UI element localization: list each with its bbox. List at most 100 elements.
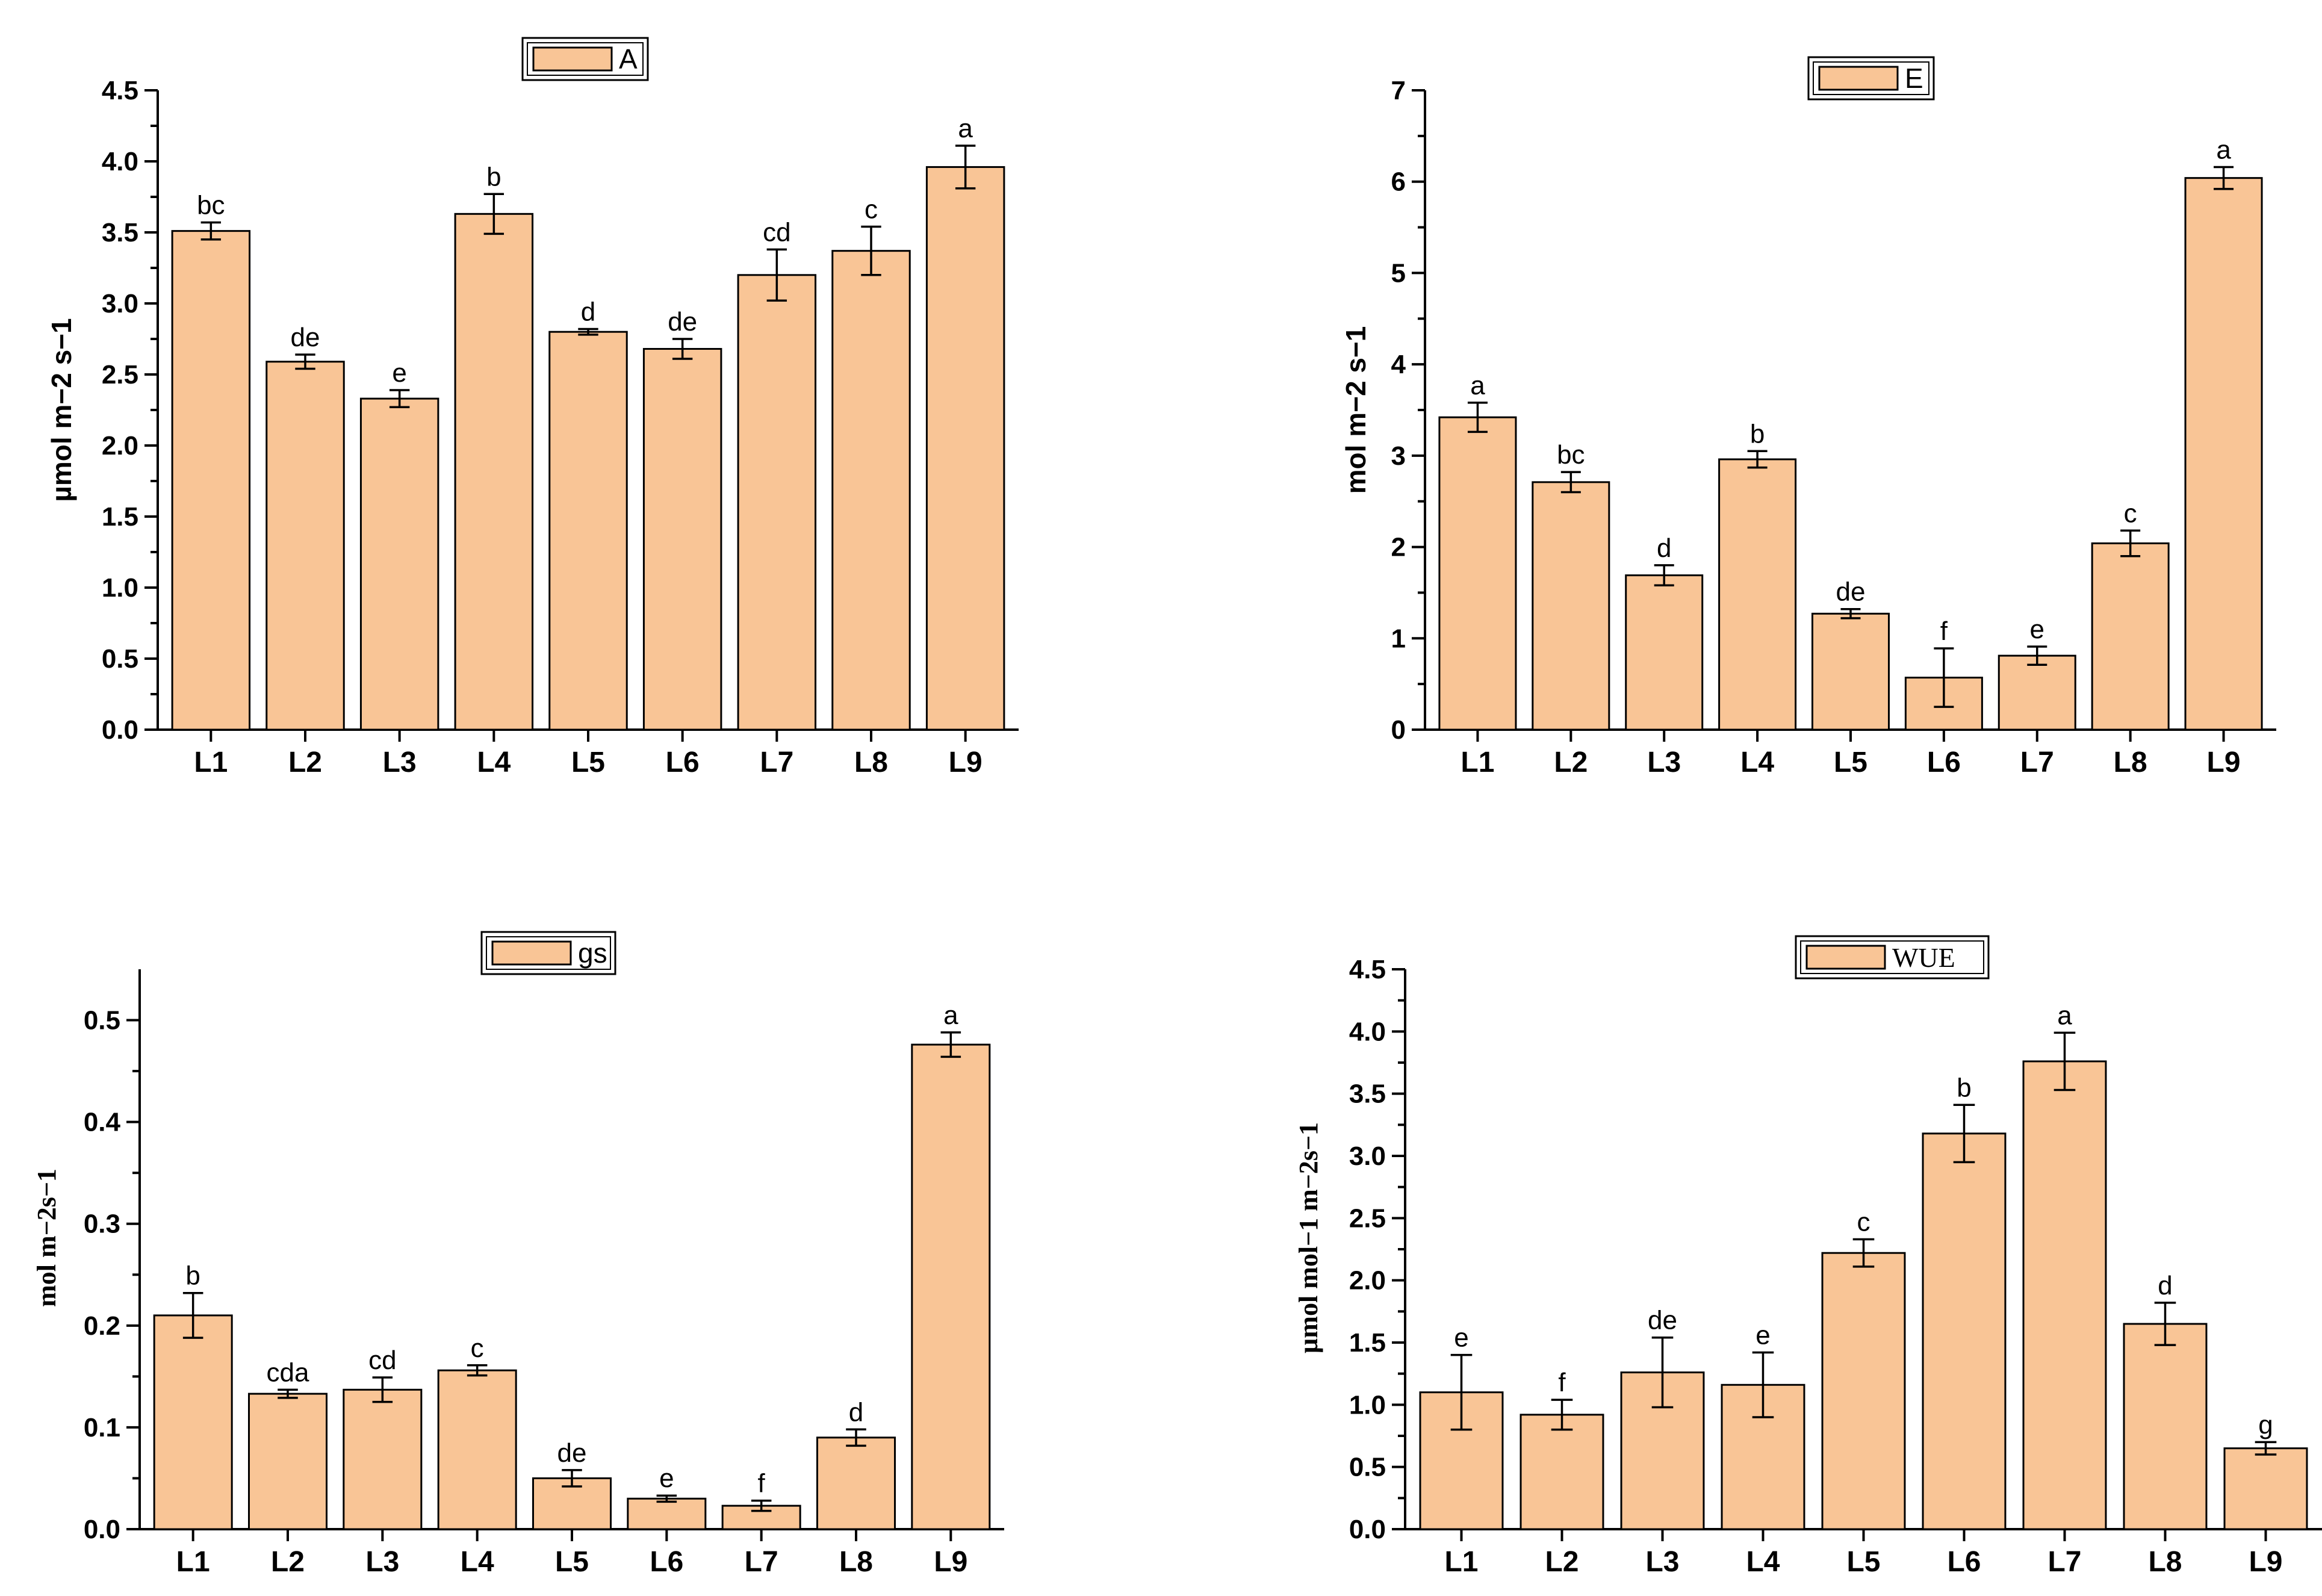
significance-letter: a — [943, 1001, 958, 1030]
y-tick-label: 0.0 — [1349, 1515, 1386, 1544]
y-tick-label: 3.5 — [1349, 1079, 1386, 1109]
significance-letter: a — [2216, 135, 2231, 164]
x-tick-label: L2 — [288, 747, 322, 778]
y-tick-label: 4.0 — [1349, 1017, 1386, 1046]
significance-letter: e — [2030, 615, 2044, 644]
bar-l7[interactable] — [737, 274, 817, 731]
significance-letter: f — [758, 1469, 766, 1498]
bar-l2[interactable] — [1532, 481, 1610, 731]
significance-letter: a — [1470, 371, 1485, 400]
bar-l6[interactable] — [1922, 1132, 2007, 1530]
bar-l8[interactable] — [2091, 542, 2170, 731]
y-tick-label: 7 — [1391, 76, 1406, 105]
y-axis-label: mol m−2s−1 — [32, 1169, 61, 1307]
y-tick-label: 0.5 — [1349, 1453, 1386, 1482]
bar-l2[interactable] — [247, 1393, 328, 1530]
bar-l1[interactable] — [1438, 416, 1517, 731]
panel-wue: 0.00.51.01.52.02.53.03.54.04.5eL1fL2deL3… — [1294, 935, 2322, 1578]
bar-l4[interactable] — [437, 1369, 517, 1530]
panel-a: 0.00.51.01.52.02.53.03.54.04.5bcL1deL2eL… — [46, 37, 1019, 778]
x-tick-label: L6 — [1927, 747, 1961, 778]
x-tick-label: L4 — [1740, 747, 1774, 778]
y-tick-label: 3.5 — [102, 218, 138, 247]
y-tick-label: 0.5 — [84, 1006, 120, 1036]
x-tick-label: L5 — [571, 747, 605, 778]
bar-l3[interactable] — [359, 397, 439, 731]
y-tick-label: 4.5 — [1349, 955, 1386, 984]
bar-l5[interactable] — [548, 331, 628, 731]
x-tick-label: L2 — [1554, 747, 1588, 778]
x-tick-label: L7 — [745, 1546, 778, 1578]
significance-letter: de — [557, 1438, 587, 1468]
bar-l4[interactable] — [1718, 458, 1797, 731]
y-tick-label: 0.2 — [84, 1311, 120, 1341]
bar-l2[interactable] — [1520, 1414, 1604, 1530]
significance-letter: b — [185, 1261, 200, 1291]
legend-inner — [527, 42, 644, 76]
y-tick-label: 3 — [1391, 441, 1406, 471]
x-tick-label: L8 — [839, 1546, 873, 1578]
bar-l5[interactable] — [1821, 1252, 1906, 1530]
y-tick-label: 0.0 — [84, 1515, 120, 1544]
bar-l8[interactable] — [2123, 1323, 2208, 1530]
significance-letter: bc — [1557, 440, 1585, 470]
significance-letter: e — [659, 1464, 674, 1493]
bar-l6[interactable] — [642, 348, 722, 731]
x-tick-label: L1 — [1444, 1546, 1478, 1578]
y-tick-label: 0 — [1391, 715, 1406, 745]
y-tick-label: 2.5 — [102, 360, 138, 390]
y-tick-label: 1.0 — [1349, 1390, 1386, 1420]
y-tick-label: 4.5 — [102, 76, 138, 105]
bar-l1[interactable] — [171, 230, 251, 731]
x-tick-label: L1 — [176, 1546, 210, 1578]
bar-l9[interactable] — [911, 1043, 991, 1530]
bar-l5[interactable] — [1811, 612, 1890, 731]
y-tick-label: 2 — [1391, 533, 1406, 562]
significance-letter: f — [1558, 1368, 1566, 1397]
y-tick-label: 6 — [1391, 167, 1406, 197]
x-tick-label: L6 — [1947, 1546, 1981, 1578]
significance-letter: de — [1836, 577, 1866, 607]
bar-l8[interactable] — [831, 250, 911, 731]
y-axis-label: mol m−2 s−1 — [1340, 326, 1371, 494]
legend-label: E — [1905, 63, 1923, 94]
significance-letter: d — [581, 297, 595, 326]
bar-l1[interactable] — [153, 1314, 233, 1530]
x-tick-label: L9 — [934, 1546, 967, 1578]
significance-letter: e — [392, 358, 406, 388]
significance-letter: c — [1857, 1207, 1870, 1237]
y-axis-label: µmol m−2 s−1 — [46, 318, 77, 501]
significance-letter: c — [471, 1334, 484, 1363]
bar-l9[interactable] — [2184, 177, 2263, 731]
bar-l2[interactable] — [265, 361, 345, 731]
y-tick-label: 0.4 — [84, 1108, 121, 1137]
significance-letter: c — [865, 195, 878, 225]
x-tick-label: L2 — [1545, 1546, 1579, 1578]
legend-label: WUE — [1892, 942, 1955, 973]
significance-letter: e — [1755, 1321, 1770, 1350]
y-tick-label: 0.0 — [102, 715, 138, 745]
significance-letter: de — [668, 307, 697, 337]
bar-l6[interactable] — [627, 1497, 707, 1530]
bar-l8[interactable] — [816, 1436, 896, 1530]
x-tick-label: L3 — [1645, 1546, 1679, 1578]
significance-letter: de — [1648, 1306, 1677, 1335]
bar-l3[interactable] — [1625, 574, 1704, 731]
legend-inner — [1800, 940, 1984, 974]
x-tick-label: L6 — [666, 747, 700, 778]
bar-l7[interactable] — [1998, 654, 2076, 731]
bar-l7[interactable] — [2022, 1060, 2107, 1530]
x-tick-label: L9 — [949, 747, 983, 778]
x-tick-label: L5 — [1834, 747, 1867, 778]
bar-l4[interactable] — [454, 213, 534, 731]
x-tick-label: L8 — [2148, 1546, 2182, 1578]
significance-letter: d — [2158, 1271, 2172, 1300]
panel-gs: 0.0 0.1 0.2 0.3 0.4 0.5 b L1 cda L2 cd L3 c L4 de L5 e L6… — [32, 931, 1004, 1578]
significance-letter: d — [1657, 533, 1671, 563]
y-tick-label: 4.0 — [102, 147, 138, 176]
bar-l9[interactable] — [2223, 1447, 2308, 1530]
legend-inner — [1813, 61, 1929, 95]
bar-l9[interactable] — [925, 166, 1005, 731]
bar-l3[interactable] — [343, 1388, 423, 1530]
